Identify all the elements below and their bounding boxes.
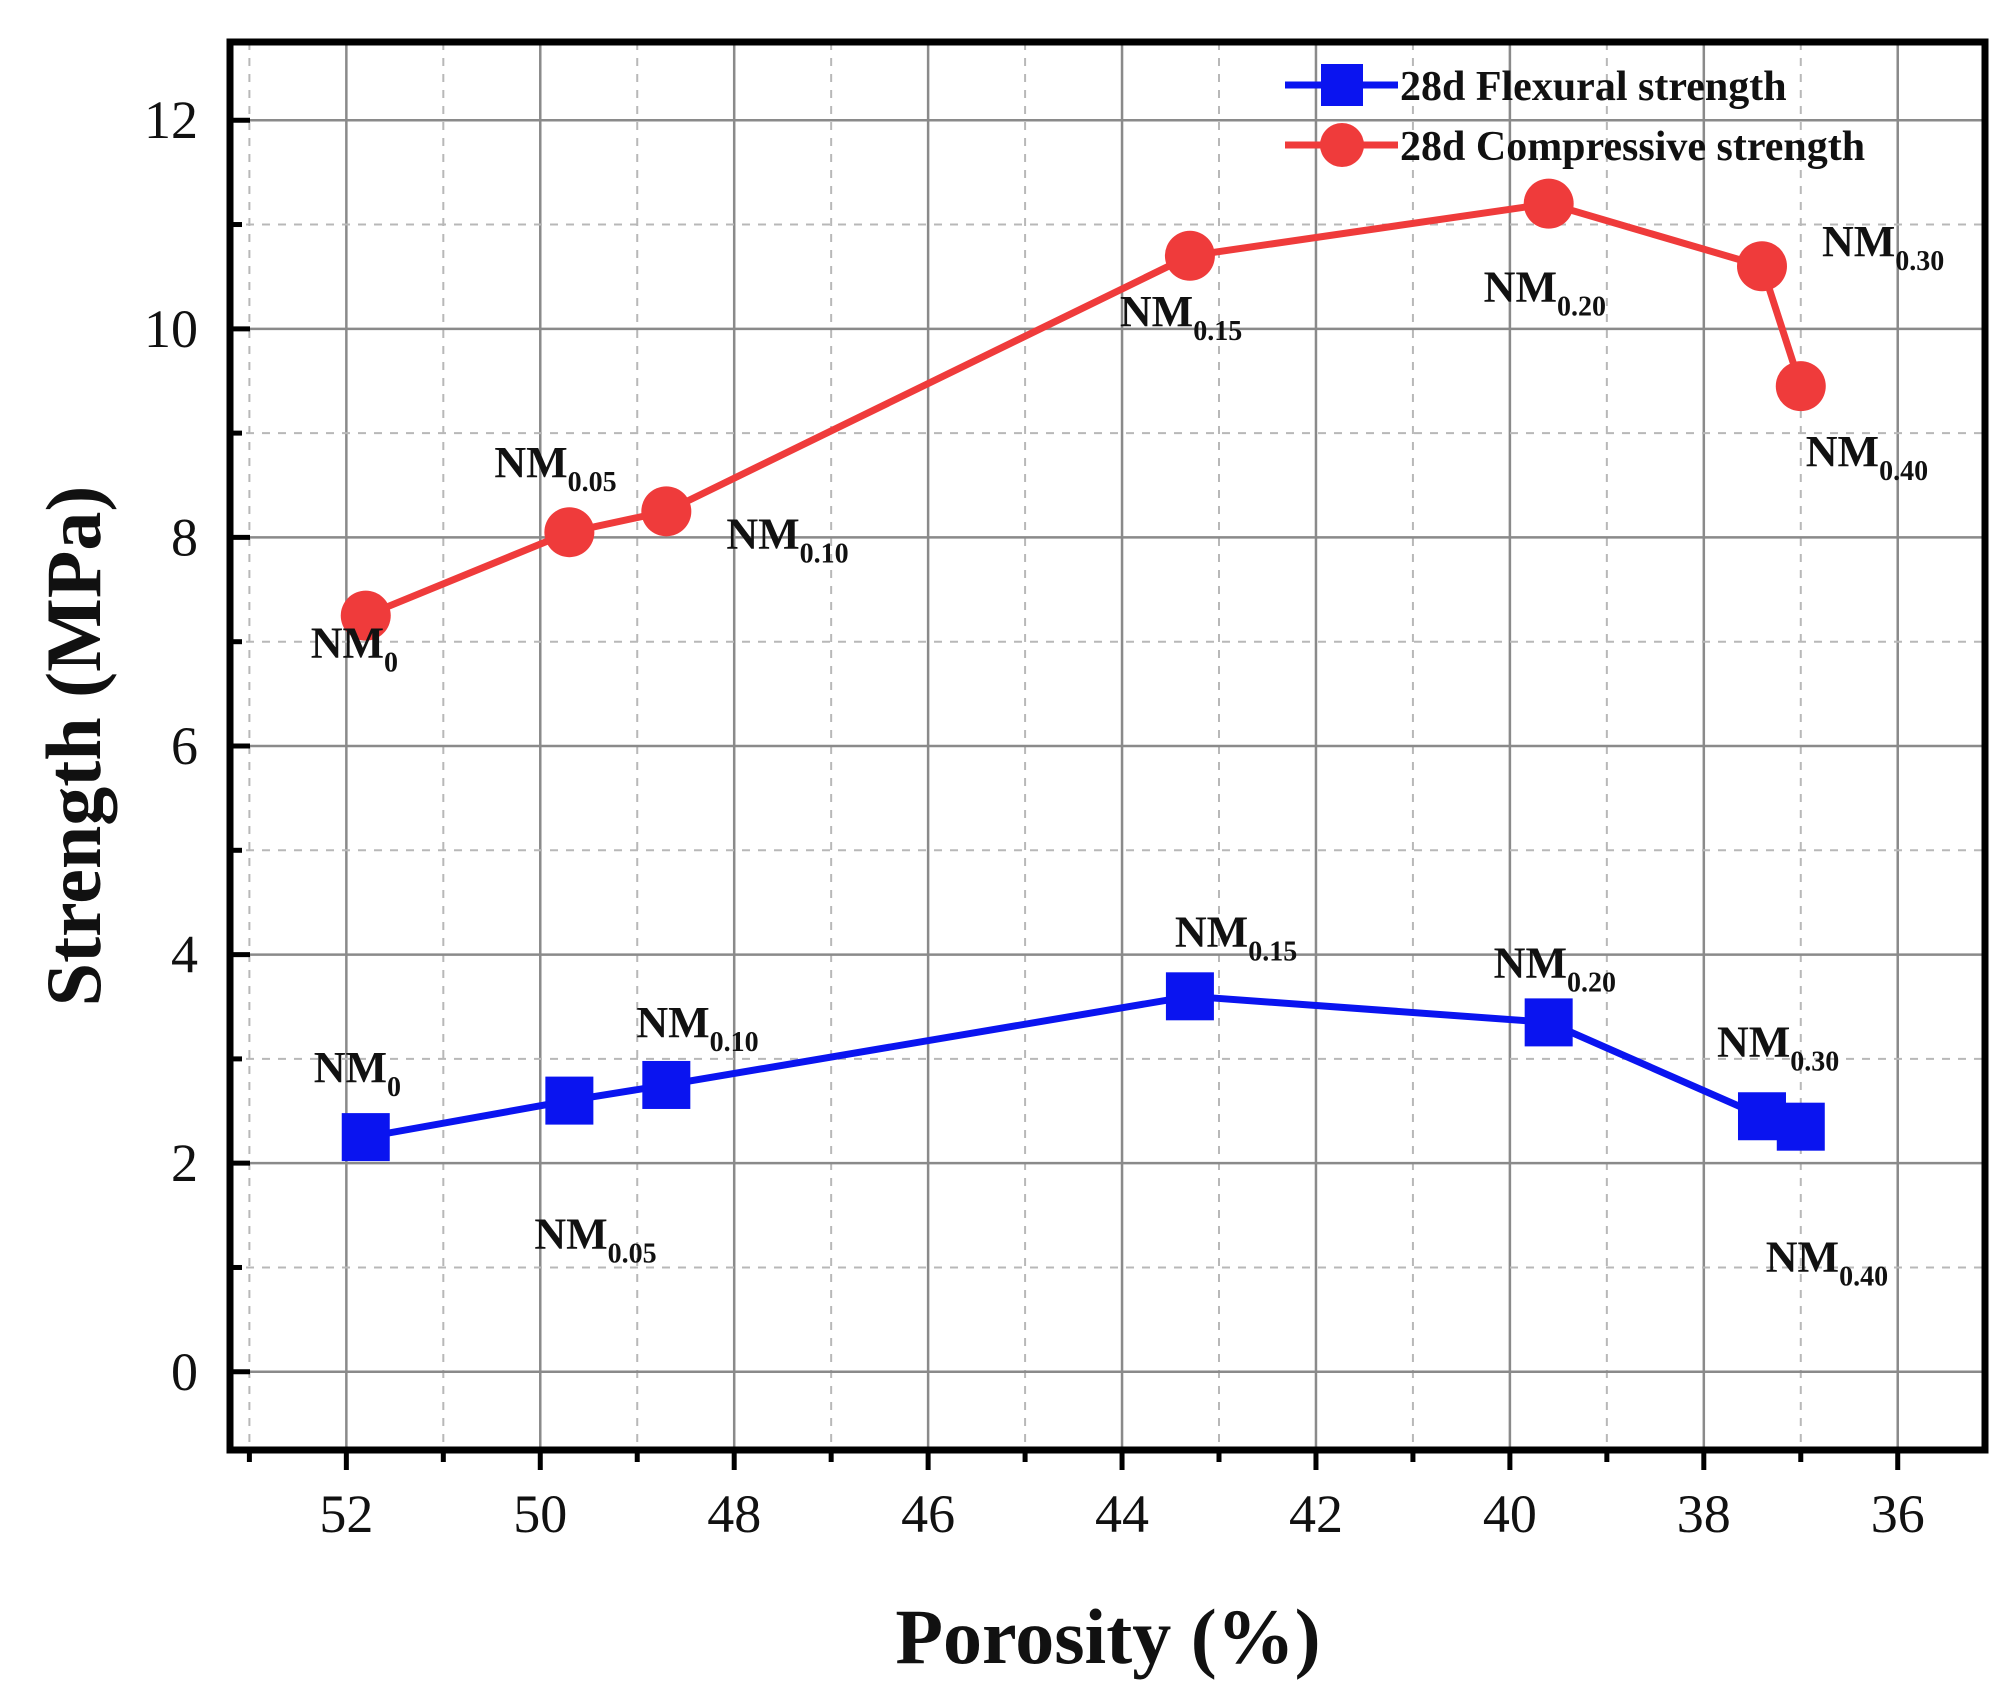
legend-compressive-marker <box>1320 123 1364 167</box>
flexural-data-point <box>1165 972 1214 1021</box>
y-tick-label: 12 <box>144 90 198 150</box>
y-axis-title: Strength (MPa) <box>30 486 117 1007</box>
x-tick-label: 36 <box>1871 1484 1925 1544</box>
compressive-point-label: NM0.05 <box>494 438 616 498</box>
flexural-point-label: NM0 <box>314 1043 401 1103</box>
compressive-point-label: NM0.40 <box>1806 427 1928 487</box>
grid <box>230 42 1985 1450</box>
flexural-data-point <box>1524 998 1573 1047</box>
compressive-point-label: NM0.30 <box>1822 217 1944 277</box>
y-tick-label: 4 <box>171 925 198 985</box>
compressive-point-label: NM0 <box>311 619 398 679</box>
compressive-data-point <box>1736 241 1787 292</box>
legend-compressive-label: 28d Compressive strength <box>1400 124 1865 170</box>
y-tick-label: 2 <box>171 1133 198 1193</box>
x-tick-label: 38 <box>1677 1484 1731 1544</box>
x-tick-label: 44 <box>1095 1484 1149 1544</box>
x-tick-label: 42 <box>1289 1484 1343 1544</box>
flexural-point-label: NM0.05 <box>534 1210 656 1270</box>
compressive-data-point <box>641 486 692 537</box>
x-axis-title: Porosity (%) <box>895 1593 1320 1680</box>
x-tick-label: 48 <box>707 1484 761 1544</box>
x-tick-label: 50 <box>513 1484 567 1544</box>
flexural-data-point <box>642 1060 691 1109</box>
legend-flexural-marker <box>1321 64 1363 106</box>
flexural-data-point <box>545 1076 594 1125</box>
x-tick-label: 46 <box>901 1484 955 1544</box>
flexural-point-label: NM0.10 <box>636 998 758 1058</box>
series <box>340 178 1826 1162</box>
flexural-data-point <box>1776 1102 1825 1151</box>
y-tick-label: 10 <box>144 299 198 359</box>
compressive-point-label: NM0.10 <box>726 509 848 569</box>
compressive-data-point <box>1164 230 1215 281</box>
flexural-point-label: NM0.30 <box>1717 1017 1839 1077</box>
compressive-point-label: NM0.15 <box>1120 287 1242 347</box>
compressive-data-point <box>1523 178 1574 229</box>
y-tick-label: 8 <box>171 507 198 567</box>
flexural-point-label: NM0.20 <box>1494 938 1616 998</box>
flexural-point-label: NM0.15 <box>1175 907 1297 967</box>
x-tick-label: 40 <box>1483 1484 1537 1544</box>
legend-flexural-label: 28d Flexural strength <box>1400 64 1787 110</box>
compressive-data-point <box>340 590 391 641</box>
y-tick-label: 6 <box>171 716 198 776</box>
point-labels: NM0 NM0.05 NM0.10 NM0.15 NM0.20 NM0.30 NM0.40 N… <box>311 217 1945 1292</box>
compressive-data-point <box>544 507 595 558</box>
x-tick-label: 52 <box>319 1484 373 1544</box>
y-tick-label: 0 <box>171 1342 198 1402</box>
flexural-data-point <box>341 1113 390 1162</box>
compressive-data-point <box>1775 361 1826 412</box>
compressive-point-label: NM0.20 <box>1484 263 1606 323</box>
legend: 28d Flexural strength 28d Compressive st… <box>1285 64 1865 170</box>
flexural-point-label: NM0.40 <box>1766 1233 1888 1293</box>
